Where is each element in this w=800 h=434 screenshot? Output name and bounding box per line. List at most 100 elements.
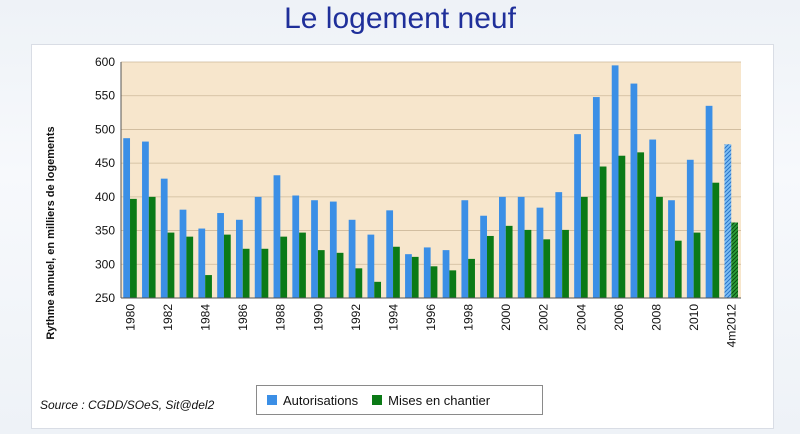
bar-autorisations — [461, 200, 469, 298]
x-tick-label: 1988 — [274, 304, 288, 331]
y-tick-label: 250 — [95, 291, 115, 305]
bar-autorisations — [442, 250, 450, 298]
x-tick-label: 1996 — [424, 304, 438, 331]
x-tick-label: 1992 — [349, 304, 363, 331]
bar-mises-en-chantier — [355, 268, 363, 298]
x-tick-label: 2006 — [612, 304, 626, 331]
bar-autorisations — [198, 228, 206, 298]
legend-item-mises-en-chantier: Mises en chantier — [372, 393, 490, 408]
bar-autorisations — [179, 209, 187, 298]
legend-swatch-autorisations — [267, 395, 277, 405]
x-tick-label: 4m2012 — [725, 304, 739, 348]
bar-autorisations — [235, 219, 243, 298]
bar-mises-en-chantier — [618, 155, 626, 298]
y-tick-label: 500 — [95, 122, 115, 136]
bar-mises-en-chantier — [242, 248, 250, 298]
bar-autorisations — [142, 141, 149, 298]
bar-mises-en-chantier — [674, 240, 682, 298]
slide-title: Le logement neuf — [284, 2, 516, 35]
y-tick-label: 400 — [95, 190, 115, 204]
bar-autorisations — [686, 159, 694, 298]
plot-area — [121, 62, 741, 298]
bar-autorisations — [386, 210, 394, 298]
bar-autorisations — [574, 134, 581, 298]
bar-mises-en-chantier — [430, 266, 438, 298]
y-tick-label: 600 — [95, 55, 115, 69]
y-axis-label: Rythme annuel, en milliers de logements — [45, 126, 57, 339]
bar-mises-en-chantier — [656, 196, 663, 298]
bar-mises-en-chantier — [130, 198, 137, 298]
bar-autorisations — [292, 195, 300, 298]
legend-label-mises-en-chantier: Mises en chantier — [388, 392, 491, 408]
bar-mises-en-chantier — [543, 239, 551, 298]
bar-mises-en-chantier — [712, 182, 720, 298]
x-tick-label: 1990 — [311, 304, 325, 331]
bar-mises-en-chantier — [599, 166, 607, 298]
x-tick-label: 1980 — [123, 304, 137, 331]
bar-autorisations — [499, 196, 506, 298]
legend: Autorisations Mises en chantier — [256, 385, 543, 415]
bar-autorisations — [668, 200, 675, 298]
bar-mises-en-chantier — [562, 229, 569, 298]
x-tick-label: 2004 — [574, 304, 588, 331]
bar-autorisations — [649, 139, 657, 298]
bar-autorisations — [517, 196, 525, 298]
legend-swatch-mises-en-chantier — [372, 395, 383, 405]
bar-mises-en-chantier — [186, 236, 194, 298]
bar-autorisations — [724, 144, 732, 298]
bar-mises-en-chantier — [205, 275, 212, 298]
bar-mises-en-chantier — [261, 248, 269, 298]
bar-autorisations — [329, 201, 337, 298]
x-tick-label: 1984 — [199, 304, 213, 331]
bar-mises-en-chantier — [336, 252, 344, 298]
legend-item-autorisations: Autorisations — [267, 393, 358, 408]
x-tick-label: 1982 — [161, 304, 175, 331]
bar-mises-en-chantier — [505, 225, 513, 298]
bar-autorisations — [160, 178, 168, 298]
bar-autorisations — [254, 196, 262, 298]
bar-mises-en-chantier — [374, 281, 382, 298]
bar-autorisations — [611, 65, 619, 298]
x-tick-label: 2000 — [499, 304, 513, 331]
x-tick-label: 2008 — [649, 304, 663, 331]
y-tick-label: 300 — [95, 257, 115, 271]
x-tick-label: 1994 — [386, 304, 400, 331]
source-note: Source : CGDD/SOeS, Sit@del2 — [40, 398, 215, 412]
x-tick-label: 1998 — [462, 304, 476, 331]
bar-autorisations — [480, 215, 487, 298]
x-tick-label: 2010 — [687, 304, 701, 331]
legend-label-autorisations: Autorisations — [283, 392, 359, 408]
bar-mises-en-chantier — [731, 222, 738, 298]
bar-mises-en-chantier — [299, 232, 306, 298]
bar-autorisations — [367, 234, 375, 298]
bars — [123, 65, 738, 298]
bar-mises-en-chantier — [317, 250, 325, 298]
bar-mises-en-chantier — [167, 232, 175, 298]
bar-mises-en-chantier — [486, 235, 494, 298]
x-tick-label: 1986 — [236, 304, 250, 331]
bar-autorisations — [123, 138, 131, 298]
bar-mises-en-chantier — [580, 196, 588, 298]
y-tick-label: 450 — [95, 156, 115, 170]
bar-mises-en-chantier — [693, 232, 701, 298]
bar-autorisations — [555, 192, 563, 298]
chart-panel: 250 300 350 400 450 500 550 600 1980 1982 1984 1986… — [31, 44, 774, 429]
bar-autorisations — [423, 247, 431, 298]
bar-autorisations — [592, 97, 600, 298]
bar-mises-en-chantier — [468, 258, 475, 298]
bar-autorisations — [705, 105, 713, 298]
bar-mises-en-chantier — [637, 152, 645, 298]
bar-autorisations — [405, 254, 412, 298]
bar-mises-en-chantier — [449, 270, 457, 298]
bar-autorisations — [273, 175, 281, 298]
bar-mises-en-chantier — [223, 234, 231, 298]
bar-mises-en-chantier — [148, 196, 156, 298]
bar-autorisations — [536, 207, 544, 298]
y-tick-label: 550 — [95, 89, 115, 103]
x-tick-label: 2002 — [537, 304, 551, 331]
bar-mises-en-chantier — [411, 256, 419, 298]
axes: 250 300 350 400 450 500 550 600 1980 1982 1984 1986… — [95, 55, 741, 347]
bar-mises-en-chantier — [280, 236, 288, 298]
y-tick-label: 350 — [95, 224, 115, 238]
bar-autorisations — [217, 213, 224, 298]
